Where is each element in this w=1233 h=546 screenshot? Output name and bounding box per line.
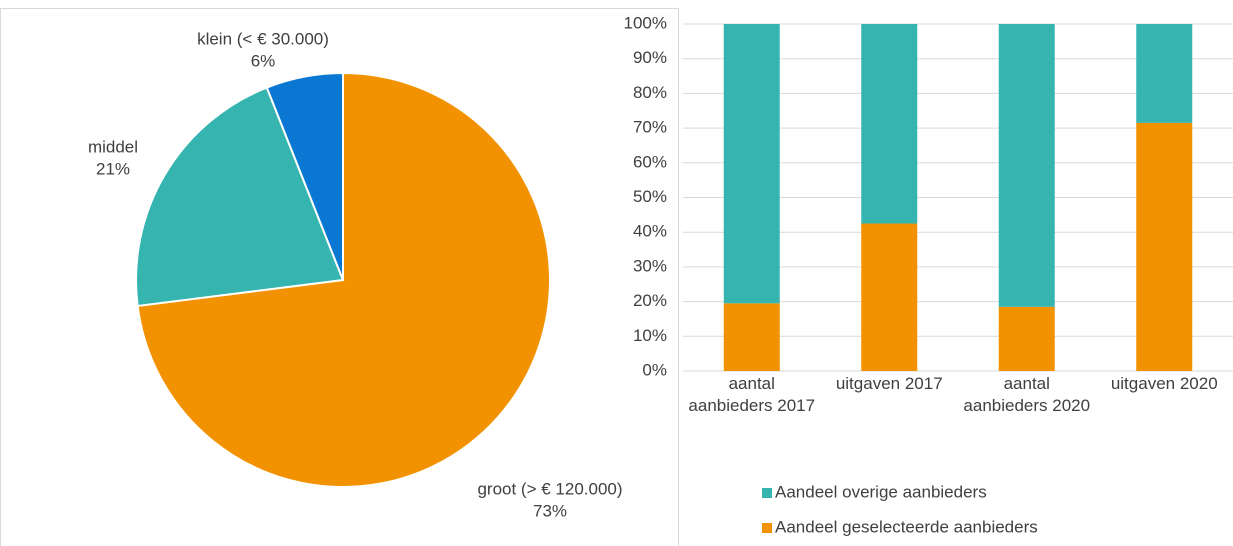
slice-value-label: 6%: [251, 51, 276, 70]
legend-swatch: [762, 488, 772, 498]
y-tick-label: 70%: [633, 118, 667, 137]
x-tick-label: aantal aanbieders 2017: [688, 374, 816, 415]
y-tick-label: 0%: [642, 360, 667, 379]
legend-label: Aandeel overige aanbieders: [775, 482, 987, 501]
y-tick-label: 80%: [633, 83, 667, 102]
y-tick-label: 50%: [633, 187, 667, 206]
pie-slice: [265, 71, 344, 281]
x-tick-label: uitgaven 2017: [835, 374, 943, 393]
y-tick-label: 100%: [624, 13, 667, 32]
y-tick-label: 40%: [633, 222, 667, 241]
slice-label: klein (< € 30.000): [197, 29, 329, 48]
slice-label: groot (> € 120.000): [477, 479, 622, 498]
bar-segment: [998, 24, 1055, 307]
slice-value-label: 73%: [533, 501, 567, 520]
legend-label: Aandeel geselecteerde aanbieders: [775, 517, 1038, 536]
bar-segment: [723, 24, 780, 304]
y-tick-label: 30%: [633, 256, 667, 275]
slice-value-label: 21%: [96, 159, 130, 178]
x-tick-label: aantal aanbieders 2020: [963, 374, 1091, 415]
bar-segment: [1136, 24, 1193, 123]
y-tick-label: 10%: [633, 326, 667, 345]
bar-segment: [1136, 122, 1193, 372]
bar-segment: [861, 223, 918, 371]
bar-segment: [998, 306, 1055, 371]
pie-frame: [0, 8, 679, 546]
x-tick-label: uitgaven 2020: [1110, 374, 1218, 393]
bar-segment: [723, 303, 780, 371]
y-tick-label: 60%: [633, 152, 667, 171]
bar-segment: [861, 24, 918, 224]
pie-slice: [135, 86, 345, 308]
y-tick-label: 20%: [633, 291, 667, 310]
legend-swatch: [762, 523, 772, 533]
y-tick-label: 90%: [633, 48, 667, 67]
slice-label: middel: [88, 137, 138, 156]
